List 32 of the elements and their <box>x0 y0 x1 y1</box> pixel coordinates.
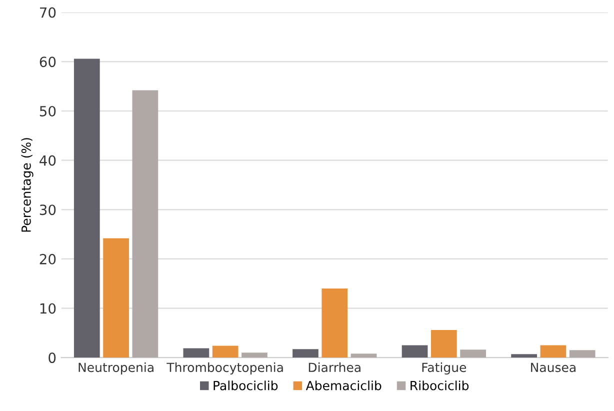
bar <box>402 345 428 358</box>
bar <box>430 330 457 358</box>
y-tick-label: 60 <box>40 56 56 68</box>
y-tick-label: 40 <box>40 155 56 166</box>
bar <box>322 288 348 358</box>
bar <box>569 350 596 358</box>
bar <box>74 58 100 358</box>
x-tick-label: Neutropenia <box>78 362 154 375</box>
x-tick-label: Diarrhea <box>308 362 360 372</box>
y-tick-label: 70 <box>40 7 56 18</box>
bar <box>540 345 566 358</box>
x-tick-label: Thrombocytopenia <box>166 362 283 375</box>
bar <box>103 238 129 358</box>
y-tick-label: 50 <box>40 106 56 116</box>
bar <box>242 352 268 358</box>
legend-label: Abemaciclib <box>306 380 382 390</box>
y-tick-label: 30 <box>40 204 56 216</box>
y-axis-title: Percentage (%) <box>21 138 34 232</box>
bar <box>132 90 158 358</box>
bar <box>460 350 486 358</box>
bar <box>292 349 318 358</box>
bar <box>511 354 537 358</box>
bar <box>183 348 210 358</box>
bar <box>350 354 377 358</box>
x-tick-label: Fatigue <box>422 362 466 375</box>
x-tick-label: Nausea <box>531 362 576 372</box>
legend-label: Ribociclib <box>410 380 469 390</box>
y-tick-label: 10 <box>40 303 56 314</box>
y-tick-label: 20 <box>40 254 56 264</box>
bar <box>212 346 238 358</box>
legend-label: Palbociclib <box>214 380 278 390</box>
y-tick-label: 0 <box>48 352 56 364</box>
